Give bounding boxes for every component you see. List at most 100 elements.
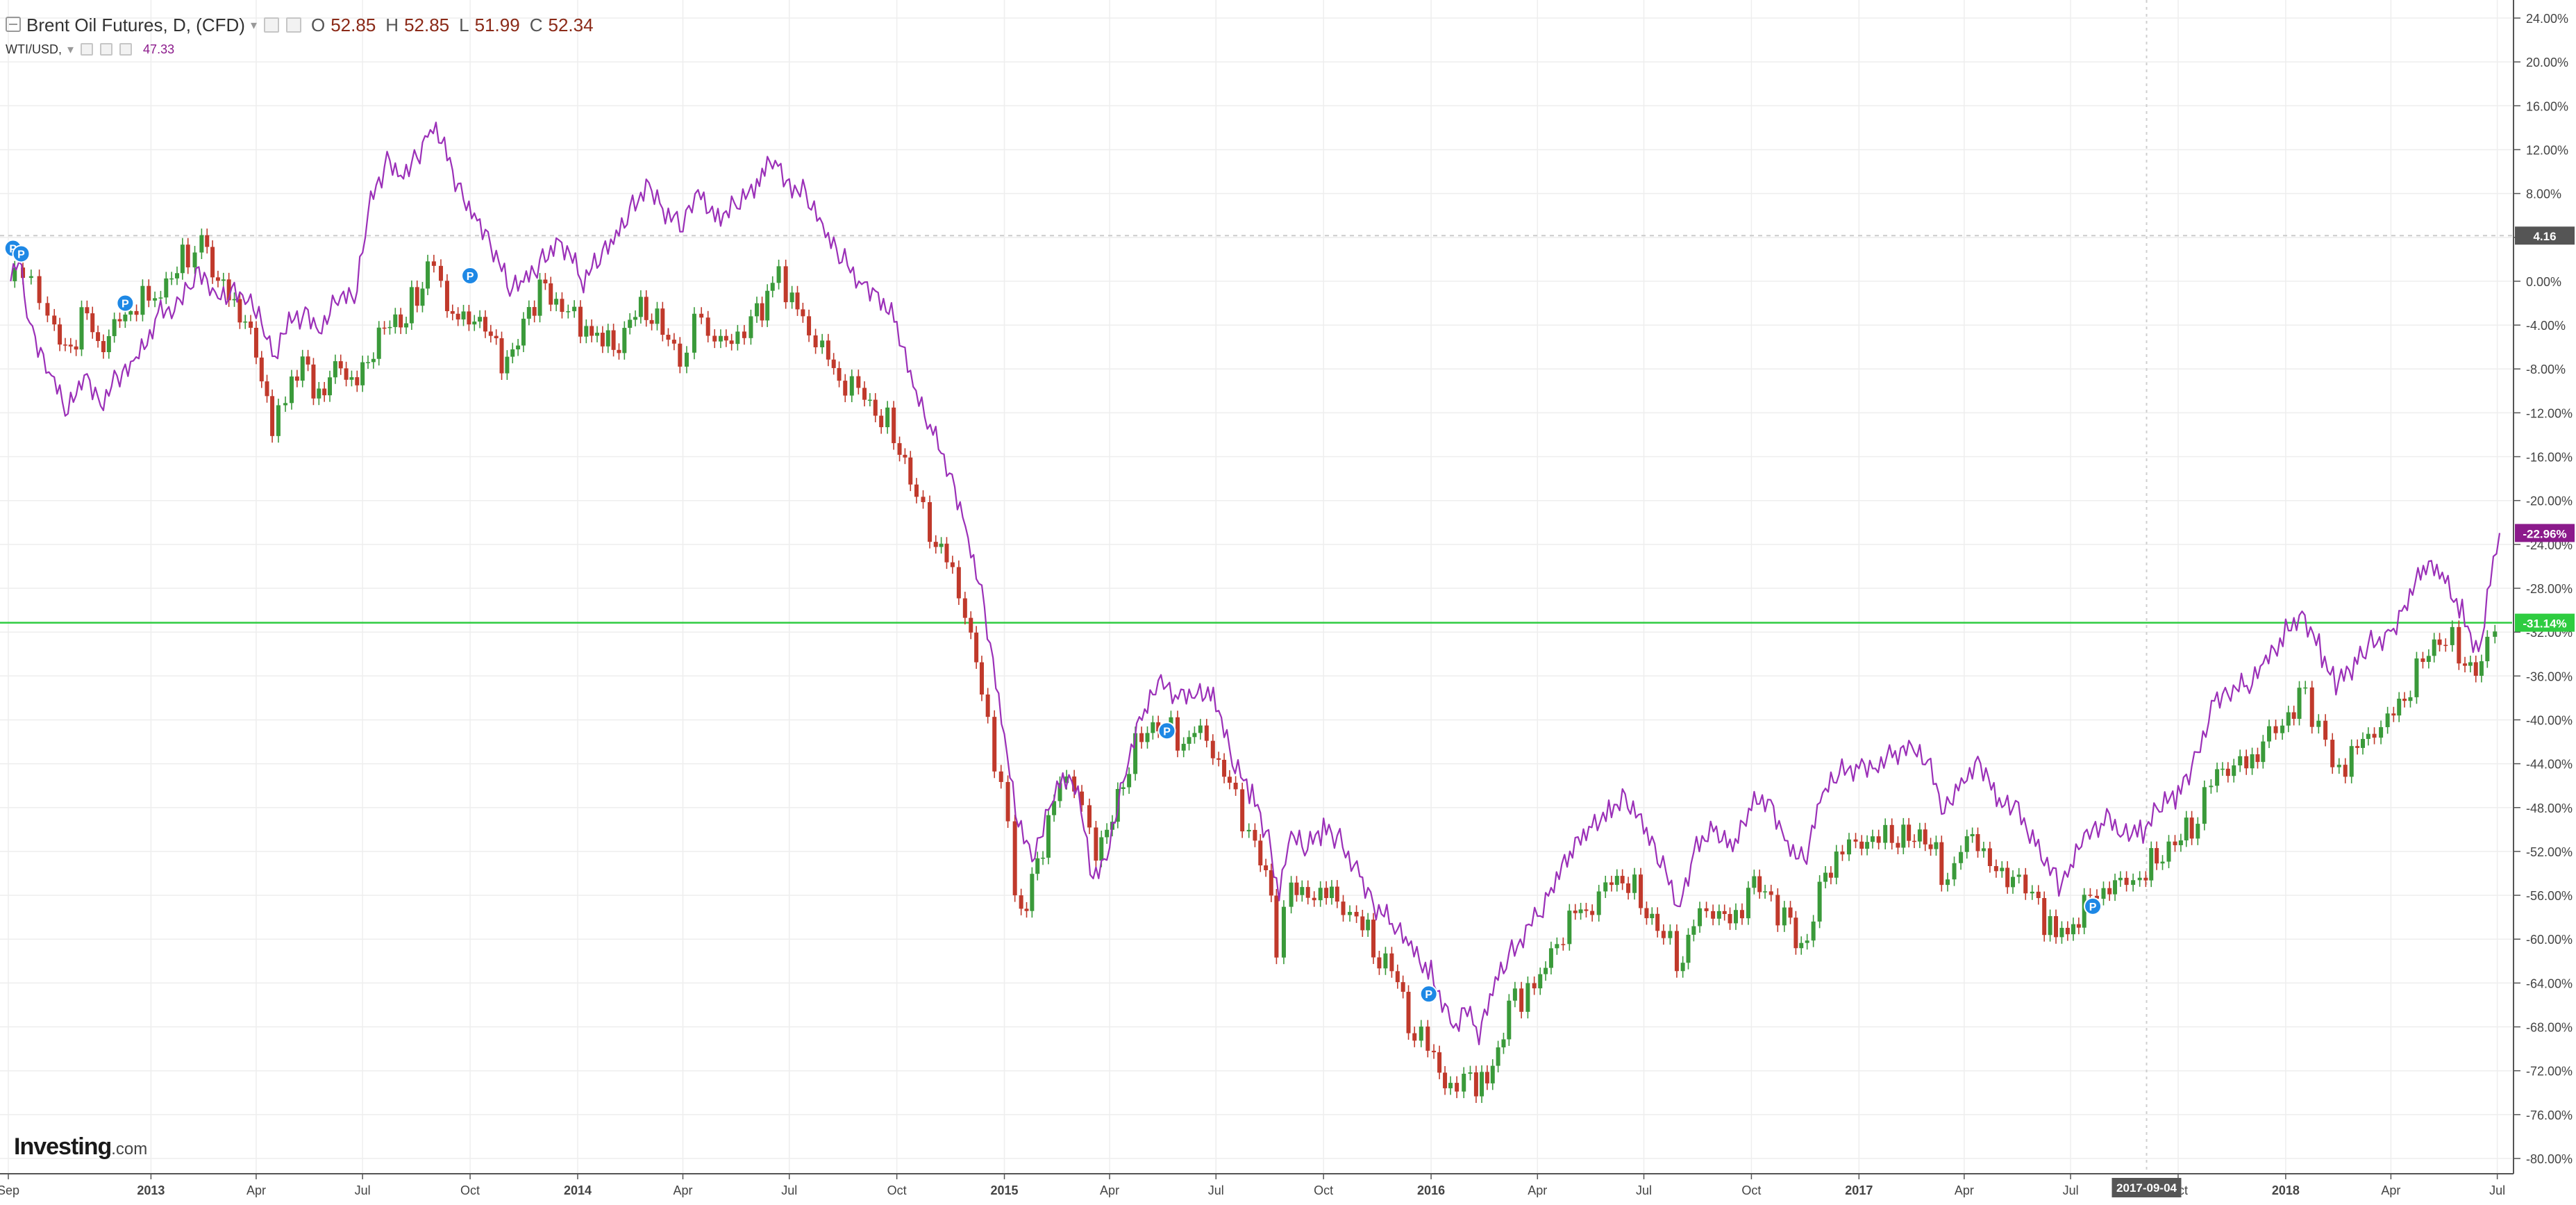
brent-candle-body: [79, 307, 84, 350]
brent-candle-body: [2485, 636, 2490, 662]
high-label: H: [385, 15, 399, 35]
brent-candle-body: [1192, 733, 1197, 738]
eye-icon[interactable]: [81, 43, 94, 56]
y-tick-label: -72.00%: [2526, 1065, 2573, 1079]
brent-candle-body: [1793, 917, 1798, 949]
brent-candle-body: [74, 346, 78, 350]
brent-candle-body: [2143, 877, 2148, 881]
brent-candle-body: [1686, 934, 1691, 963]
settings-icon[interactable]: [100, 43, 113, 56]
brent-candle-body: [1775, 895, 1780, 926]
brent-candle-body: [1052, 801, 1057, 815]
brent-candle-body: [1462, 1073, 1466, 1092]
brent-candle-body: [1281, 906, 1286, 958]
brent-candle-body: [344, 368, 349, 380]
brent-candle-body: [1318, 888, 1323, 901]
brent-candle-body: [2244, 756, 2249, 769]
brent-candle-body: [1788, 907, 1793, 918]
brent-candle-body: [1603, 882, 1608, 892]
brent-candle-body: [950, 562, 955, 567]
brent-candle-body: [671, 340, 676, 344]
brent-candle-body: [1348, 911, 1353, 915]
brent-candle-body: [2149, 848, 2154, 881]
event-marker-label: P: [122, 299, 129, 310]
brent-candle-body: [1507, 1000, 1512, 1040]
brent-candle-body: [2297, 688, 2302, 719]
brent-candle-body: [1993, 866, 1998, 872]
event-marker[interactable]: P: [461, 267, 480, 285]
x-tick-label: Oct: [460, 1183, 480, 1197]
compare-value: 47.33: [143, 42, 175, 56]
x-tick-label: Jul: [2489, 1183, 2505, 1197]
brent-candle-body: [2443, 645, 2448, 647]
brent-candle-body: [1383, 953, 1388, 969]
brent-candle-body: [1072, 776, 1077, 792]
brent-candle-body: [1923, 829, 1927, 845]
brent-candle-body: [801, 309, 805, 317]
chart-legend: Brent Oil Futures, D, (CFD) ▾ O 52.85 H 52…: [6, 11, 594, 60]
brent-candle-body: [2493, 631, 2498, 637]
chevron-down-icon[interactable]: ▾: [67, 42, 74, 56]
close-icon[interactable]: [119, 43, 133, 56]
brent-candle-body: [2361, 738, 2366, 748]
brent-candle-body: [1145, 733, 1150, 742]
y-tick-label: -64.00%: [2526, 977, 2573, 990]
collapse-legend-button[interactable]: [6, 17, 21, 32]
brent-candle-body: [1406, 992, 1411, 1033]
brent-candle-body: [2238, 756, 2243, 766]
x-axis-panel: [0, 1174, 2576, 1202]
wti-last-value-badge: -22.96%: [2523, 527, 2566, 540]
brent-candle-body: [2209, 786, 2214, 788]
brent-candle-body: [2166, 841, 2171, 862]
reference-level-badge-bg: [2515, 226, 2575, 245]
brent-candle-body: [666, 335, 671, 340]
settings-icon[interactable]: [285, 17, 301, 33]
brent-candle-body: [1889, 824, 1894, 843]
y-tick-label: -12.00%: [2526, 406, 2573, 420]
event-marker[interactable]: P: [1419, 985, 1438, 1004]
brent-candle-body: [885, 407, 890, 428]
brent-candle-body: [1970, 833, 1975, 837]
brent-candle-body: [1019, 895, 1023, 909]
compare-series-title[interactable]: WTI/USD,: [6, 42, 62, 56]
brent-candle-body: [2155, 848, 2159, 864]
brent-candle-body: [622, 328, 627, 354]
brent-candle-body: [1305, 887, 1310, 898]
brent-candle-body: [294, 376, 299, 381]
wti-line: [10, 122, 2501, 1045]
brent-candle-body: [2291, 712, 2296, 719]
brent-candle-body: [1620, 876, 1625, 883]
brent-candle-body: [2372, 733, 2377, 738]
brent-candle-body: [1728, 914, 1732, 924]
brent-candle-body: [96, 332, 101, 342]
brent-candle-body: [1030, 874, 1035, 911]
brent-last-value-badge: -31.14%: [2523, 617, 2566, 631]
eye-icon[interactable]: [263, 17, 279, 33]
chevron-down-icon[interactable]: ▾: [250, 18, 257, 32]
brent-candle-body: [862, 388, 867, 400]
brent-candle-body: [1561, 944, 1566, 945]
x-tick-label: 2013: [137, 1183, 165, 1197]
event-marker[interactable]: P: [2084, 897, 2102, 915]
brent-candle-body: [2107, 888, 2112, 895]
brent-candle-body: [2336, 765, 2341, 767]
event-marker[interactable]: P: [116, 294, 135, 313]
main-series-title[interactable]: Brent Oil Futures, D, (CFD): [26, 15, 245, 35]
brent-candle-body: [1222, 759, 1227, 777]
brent-candle-body: [699, 313, 704, 318]
brent-candle-body: [371, 358, 376, 363]
event-marker[interactable]: P: [12, 244, 31, 263]
brent-candle-body: [164, 278, 169, 298]
brent-candle-body: [1437, 1052, 1442, 1073]
brent-candle-body: [1698, 908, 1703, 926]
brent-candle-body: [944, 543, 949, 563]
y-tick-label: 16.00%: [2526, 99, 2568, 113]
brent-candle-body: [543, 279, 548, 283]
event-marker[interactable]: P: [1157, 722, 1176, 740]
logo-main-text: Investing: [14, 1133, 112, 1160]
brent-candle-body: [2437, 639, 2442, 645]
brent-candle-body: [1227, 776, 1232, 783]
brent-candle-body: [444, 281, 449, 312]
